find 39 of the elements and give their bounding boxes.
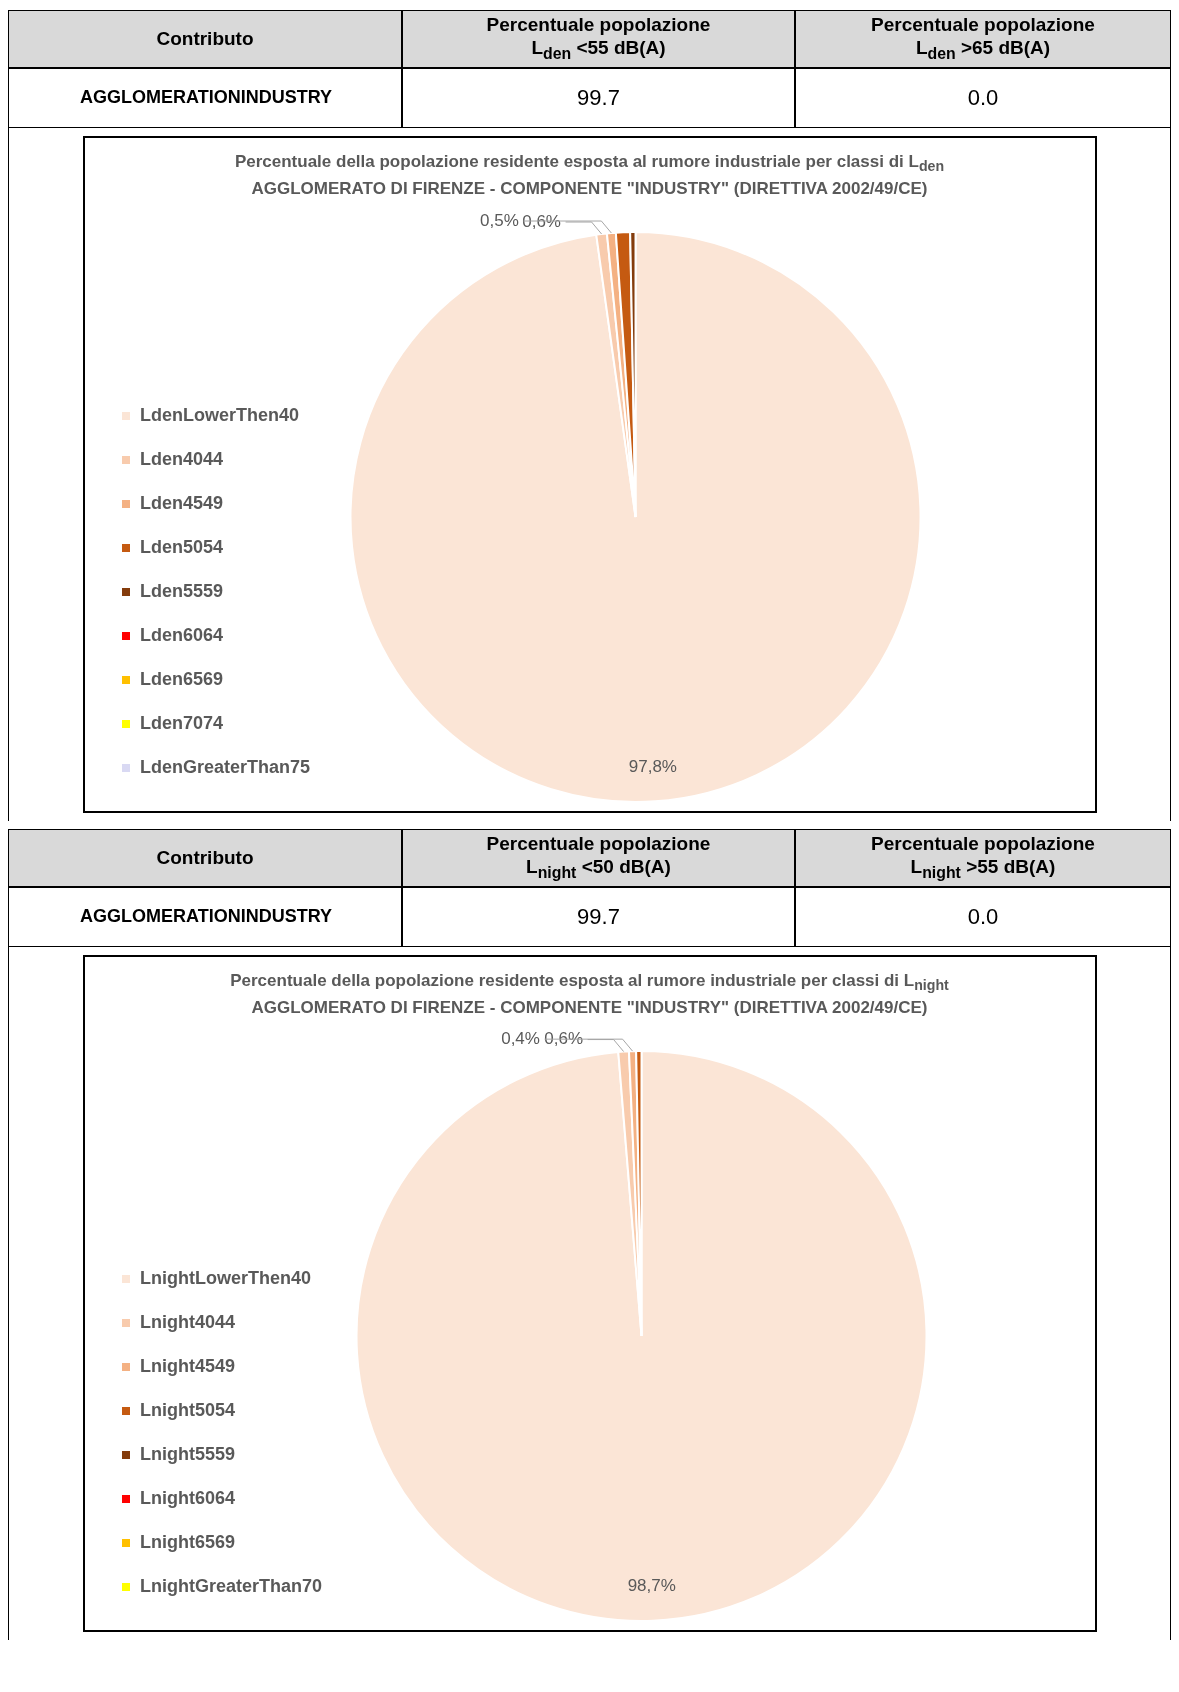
data-label: 0,4%: [500, 1028, 540, 1048]
legend-label: Lden7074: [139, 712, 223, 733]
text: 0.0: [967, 84, 999, 112]
text: 0.0: [967, 903, 999, 931]
legend-label: Lnight5559: [139, 1444, 235, 1464]
text: Contributo: [156, 27, 254, 51]
text: Percentuale popolazione L$_{den}$ <55 dB(A): [485, 14, 712, 64]
data-label: 0,6%: [543, 1029, 583, 1049]
legend-label: LnightGreaterThan70: [139, 1576, 322, 1596]
data-label: 97,8%: [628, 756, 677, 776]
text: AGGLOMERATIONINDUSTRY: [80, 906, 332, 928]
text: Contributo: [156, 846, 254, 870]
data-label: 0,6%: [521, 211, 561, 231]
legend-label: LdenGreaterThan75: [139, 756, 310, 777]
data-label: 0,5%: [479, 210, 519, 230]
legend-label: Lnight6064: [139, 1488, 235, 1508]
legend-label: Lnight5054: [139, 1400, 235, 1420]
legend-label: Lden5559: [139, 580, 223, 601]
legend-label: Lden4549: [139, 492, 223, 513]
legend-label: LnightLowerThen40: [139, 1268, 311, 1288]
chart-title: Percentuale della popolazione residente esposta al rumore industriale per classi di L$_{den}$: [233, 151, 946, 177]
text: 99.7: [577, 84, 620, 112]
legend-label: Lnight6569: [139, 1532, 235, 1552]
legend-label: Lnight4044: [139, 1312, 235, 1332]
legend-label: Lden6064: [139, 624, 223, 645]
text: Percentuale popolazione L$_{night}$ <50 dB(A): [485, 833, 712, 883]
data-label: 98,7%: [627, 1576, 676, 1596]
legend-label: LdenLowerThen40: [139, 404, 299, 425]
legend-label: Lden6569: [139, 668, 223, 689]
legend-label: Lden5054: [139, 536, 223, 557]
text: Percentuale popolazione L$_{night}$ >55 dB(A): [870, 833, 1096, 883]
chart-title: Percentuale della popolazione residente esposta al rumore industriale per classi di L$_{night}$: [229, 970, 950, 996]
chart-subtitle: AGGLOMERATO DI FIRENZE - COMPONENTE "INDUSTRY" (DIRETTIVA 2002/49/CE): [250, 178, 929, 201]
text: 99.7: [577, 903, 620, 931]
text: Percentuale popolazione L$_{den}$ >65 dB(A): [870, 14, 1096, 64]
chart-subtitle: AGGLOMERATO DI FIRENZE - COMPONENTE "INDUSTRY" (DIRETTIVA 2002/49/CE): [250, 997, 929, 1020]
legend-label: Lden4044: [139, 448, 223, 469]
legend-label: Lnight4549: [139, 1356, 235, 1376]
text: AGGLOMERATIONINDUSTRY: [80, 87, 332, 109]
